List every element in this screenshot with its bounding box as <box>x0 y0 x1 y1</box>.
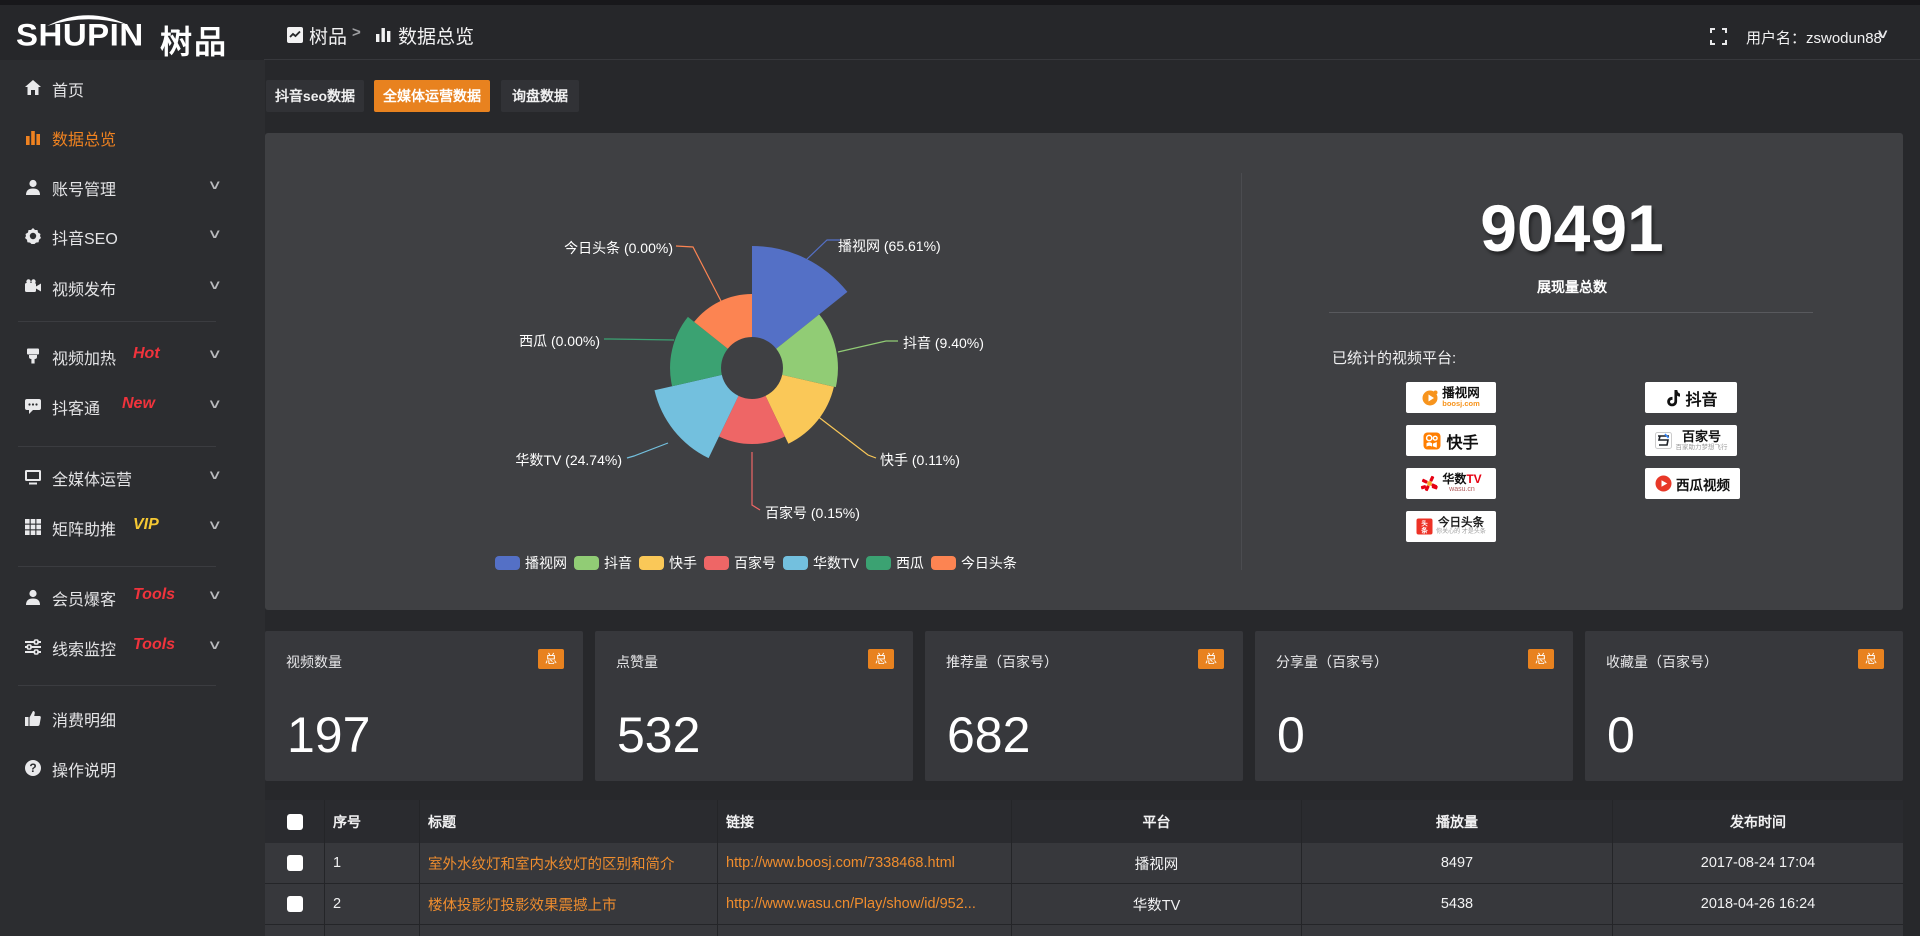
svg-text:头: 头 <box>1421 519 1428 528</box>
svg-text:条: 条 <box>1421 526 1428 535</box>
svg-text:?: ? <box>29 761 36 775</box>
